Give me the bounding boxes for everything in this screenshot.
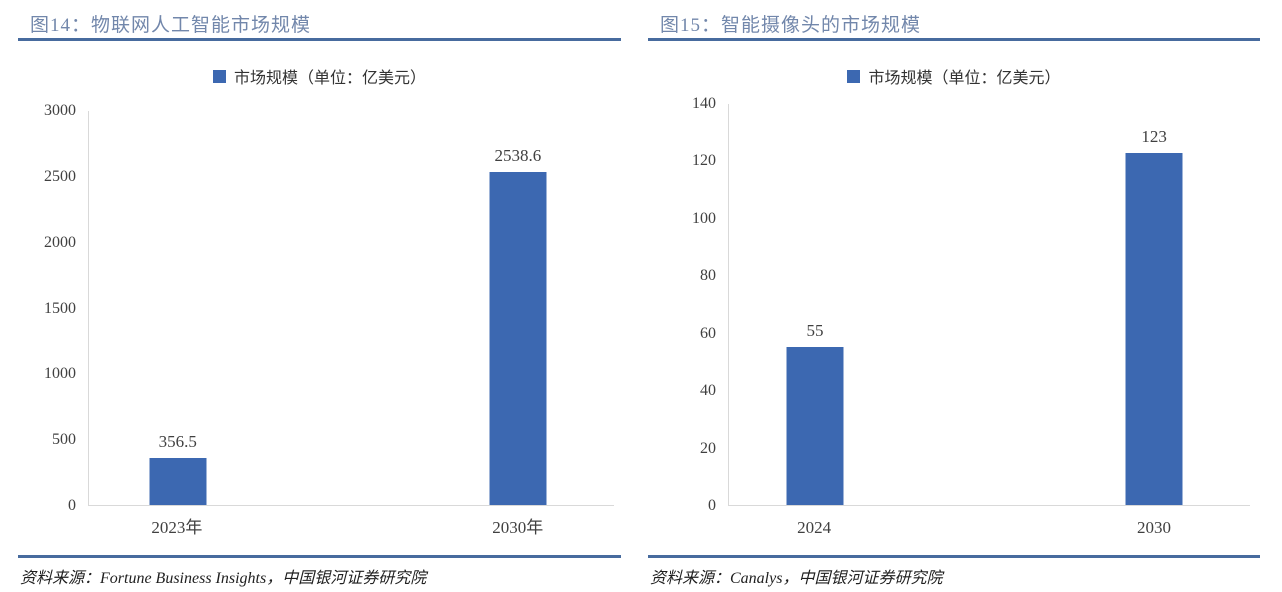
- x-tick-label: 2030: [1136, 518, 1171, 537]
- bar-value-label: 356.5: [158, 432, 197, 452]
- x-axis: 2024 2030: [728, 518, 1250, 542]
- bar-2030: [1125, 152, 1183, 505]
- y-tick-label: 0: [68, 497, 76, 514]
- plot-area: 55 123: [728, 104, 1250, 506]
- x-tick-label: 2030年: [492, 518, 544, 537]
- figure-14-panel: 图14：物联网人工智能市场规模 市场规模（单位：亿美元） 0 500 1000 150…: [18, 0, 621, 592]
- x-tick-label: 2023年: [151, 518, 203, 537]
- legend-label: 市场规模（单位：亿美元）: [868, 70, 1061, 87]
- y-tick-label: 1500: [44, 299, 76, 317]
- y-tick-label: 20: [700, 439, 716, 457]
- y-tick-label: 40: [700, 382, 716, 400]
- y-axis: 0 20 40 60 80 100 120 140: [664, 96, 716, 514]
- figure-15-panel: 图15：智能摄像头的市场规模 市场规模（单位：亿美元） 0 20 40 60 80 100…: [648, 0, 1260, 592]
- y-tick-label: 140: [692, 95, 716, 112]
- figure-14-title: 图14：物联网人工智能市场规模: [30, 15, 312, 36]
- figure-15-title-underline: [648, 38, 1260, 41]
- bar-slot: 55: [769, 104, 861, 505]
- bar-slot: 356.5: [132, 111, 224, 505]
- plot-wrap: 0 20 40 60 80 100 120 140 55 123: [692, 96, 1250, 514]
- bar-value-label: 55: [806, 321, 824, 341]
- legend-label: 市场规模（单位：亿美元）: [233, 70, 426, 87]
- y-tick-label: 100: [692, 209, 716, 227]
- figure-15-title: 图15：智能摄像头的市场规模: [660, 15, 922, 36]
- bar-value-label: 2538.6: [494, 145, 542, 165]
- source-divider: [18, 555, 621, 558]
- bar-slot: 123: [1108, 104, 1200, 505]
- figure-14-source: 资料来源：Fortune Business Insights，中国银河证券研究院: [20, 570, 427, 587]
- chart-legend: 市场规模（单位：亿美元）: [648, 64, 1260, 88]
- figure-15-source: 资料来源：Canalys，中国银河证券研究院: [650, 570, 943, 587]
- x-axis: 2023年 2030年: [88, 518, 614, 542]
- y-axis: 0 500 1000 1500 2000 2500 3000: [24, 103, 76, 514]
- bar-slot: 2538.6: [472, 111, 564, 505]
- figure-14-title-underline: [18, 38, 621, 41]
- x-tick-label: 2024: [797, 518, 832, 537]
- y-tick-label: 500: [52, 431, 76, 449]
- bar-2024: [786, 347, 844, 505]
- bar-2023年: [149, 458, 207, 505]
- y-tick-label: 0: [708, 497, 716, 514]
- y-tick-label: 2500: [44, 167, 76, 185]
- bar-2030年: [489, 171, 547, 505]
- y-tick-label: 2000: [44, 233, 76, 251]
- y-tick-label: 120: [692, 152, 716, 170]
- plot-area: 356.5 2538.6: [88, 111, 614, 506]
- plot-wrap: 0 500 1000 1500 2000 2500 3000 356.5 2538.6: [44, 103, 614, 514]
- chart-legend: 市场规模（单位：亿美元）: [18, 64, 621, 88]
- legend-swatch-icon: [847, 69, 861, 83]
- bar-value-label: 123: [1141, 126, 1167, 146]
- y-tick-label: 1000: [44, 365, 76, 383]
- source-divider: [648, 555, 1260, 558]
- y-tick-label: 60: [700, 324, 716, 342]
- y-tick-label: 80: [700, 267, 716, 285]
- y-tick-label: 3000: [44, 102, 76, 119]
- legend-swatch-icon: [212, 69, 226, 83]
